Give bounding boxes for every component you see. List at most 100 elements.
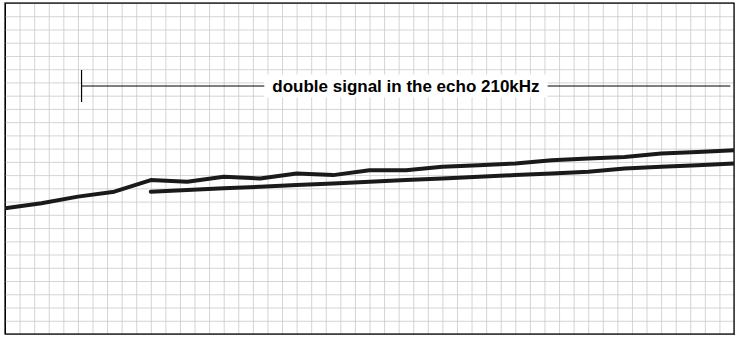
tick <box>719 3 720 334</box>
tick <box>515 3 516 334</box>
grid-line <box>151 3 152 334</box>
tick <box>559 3 560 334</box>
grid-line <box>165 3 166 334</box>
grid-line <box>501 3 502 334</box>
grid-line <box>122 3 123 334</box>
grid-line <box>5 188 734 189</box>
tick <box>5 43 734 44</box>
tick <box>690 3 691 334</box>
grid-line <box>282 3 283 334</box>
grid-line <box>311 3 312 334</box>
tick <box>311 3 312 334</box>
grid-line <box>136 3 137 334</box>
grid-line <box>355 3 356 334</box>
grid-line <box>195 3 196 334</box>
grid-line <box>5 308 734 309</box>
grid-line <box>107 3 108 334</box>
grid-line <box>5 241 734 242</box>
grid-line <box>530 3 531 334</box>
tick <box>122 3 123 334</box>
grid-line <box>5 162 734 163</box>
grid-line <box>5 109 734 110</box>
tick <box>151 3 152 334</box>
tick <box>486 3 487 334</box>
tick <box>5 122 734 123</box>
tick <box>5 321 734 322</box>
tick <box>63 3 64 334</box>
tick <box>501 3 502 334</box>
tick <box>253 3 254 334</box>
grid-line <box>705 3 706 334</box>
grid-line <box>340 3 341 334</box>
grid-line <box>180 3 181 334</box>
grid-line <box>5 294 734 295</box>
grid-line <box>34 3 35 334</box>
grid-line <box>719 3 720 334</box>
grid-line <box>559 3 560 334</box>
grid-line <box>588 3 589 334</box>
tick <box>5 308 734 309</box>
bracket-end <box>81 70 82 102</box>
tick <box>5 135 734 136</box>
grid-line <box>238 3 239 334</box>
grid-line <box>457 3 458 334</box>
tick <box>5 215 734 216</box>
tick <box>136 3 137 334</box>
grid-line <box>5 43 734 44</box>
grid-line <box>92 3 93 334</box>
tick <box>5 109 734 110</box>
axis-line <box>6 4 735 335</box>
grid-line <box>5 268 734 269</box>
frame <box>5 3 734 334</box>
x-axis <box>6 3 735 335</box>
tick <box>92 3 93 334</box>
tick <box>297 3 298 334</box>
echo-line <box>151 164 734 192</box>
tick <box>180 3 181 334</box>
tick <box>5 241 734 242</box>
tick <box>355 3 356 334</box>
label-background <box>264 75 547 98</box>
tick <box>238 3 239 334</box>
tick <box>5 149 734 150</box>
tick <box>705 3 706 334</box>
grid-line <box>267 3 268 334</box>
grid-line <box>676 3 677 334</box>
grid-line <box>5 202 734 203</box>
tick <box>267 3 268 334</box>
plot-area <box>5 150 734 208</box>
grid-line <box>5 281 734 282</box>
tick <box>34 3 35 334</box>
grid-line <box>5 321 734 322</box>
tick <box>195 3 196 334</box>
grid-line <box>5 135 734 136</box>
tick <box>676 3 677 334</box>
grid-line <box>5 122 734 123</box>
grid-line <box>5 29 734 30</box>
tick <box>5 175 734 176</box>
tick <box>588 3 589 334</box>
grid-line <box>544 3 545 334</box>
tick <box>5 281 734 282</box>
tick <box>107 3 108 334</box>
tick <box>5 268 734 269</box>
tick <box>5 29 734 30</box>
grid-line <box>515 3 516 334</box>
background <box>0 0 739 337</box>
grid-line <box>49 3 50 334</box>
tick <box>20 3 21 334</box>
tick <box>165 3 166 334</box>
tick <box>457 3 458 334</box>
echo-line <box>5 150 734 208</box>
axis-line <box>6 3 735 335</box>
tick <box>5 294 734 295</box>
tick <box>5 69 734 70</box>
grid-line <box>224 3 225 334</box>
tick <box>5 56 734 57</box>
tick <box>5 255 734 256</box>
tick <box>5 228 734 229</box>
tick <box>5 162 734 163</box>
chart: double signal in the echo 210kHz <box>0 0 739 337</box>
grid-line <box>253 3 254 334</box>
grid-line <box>5 149 734 150</box>
